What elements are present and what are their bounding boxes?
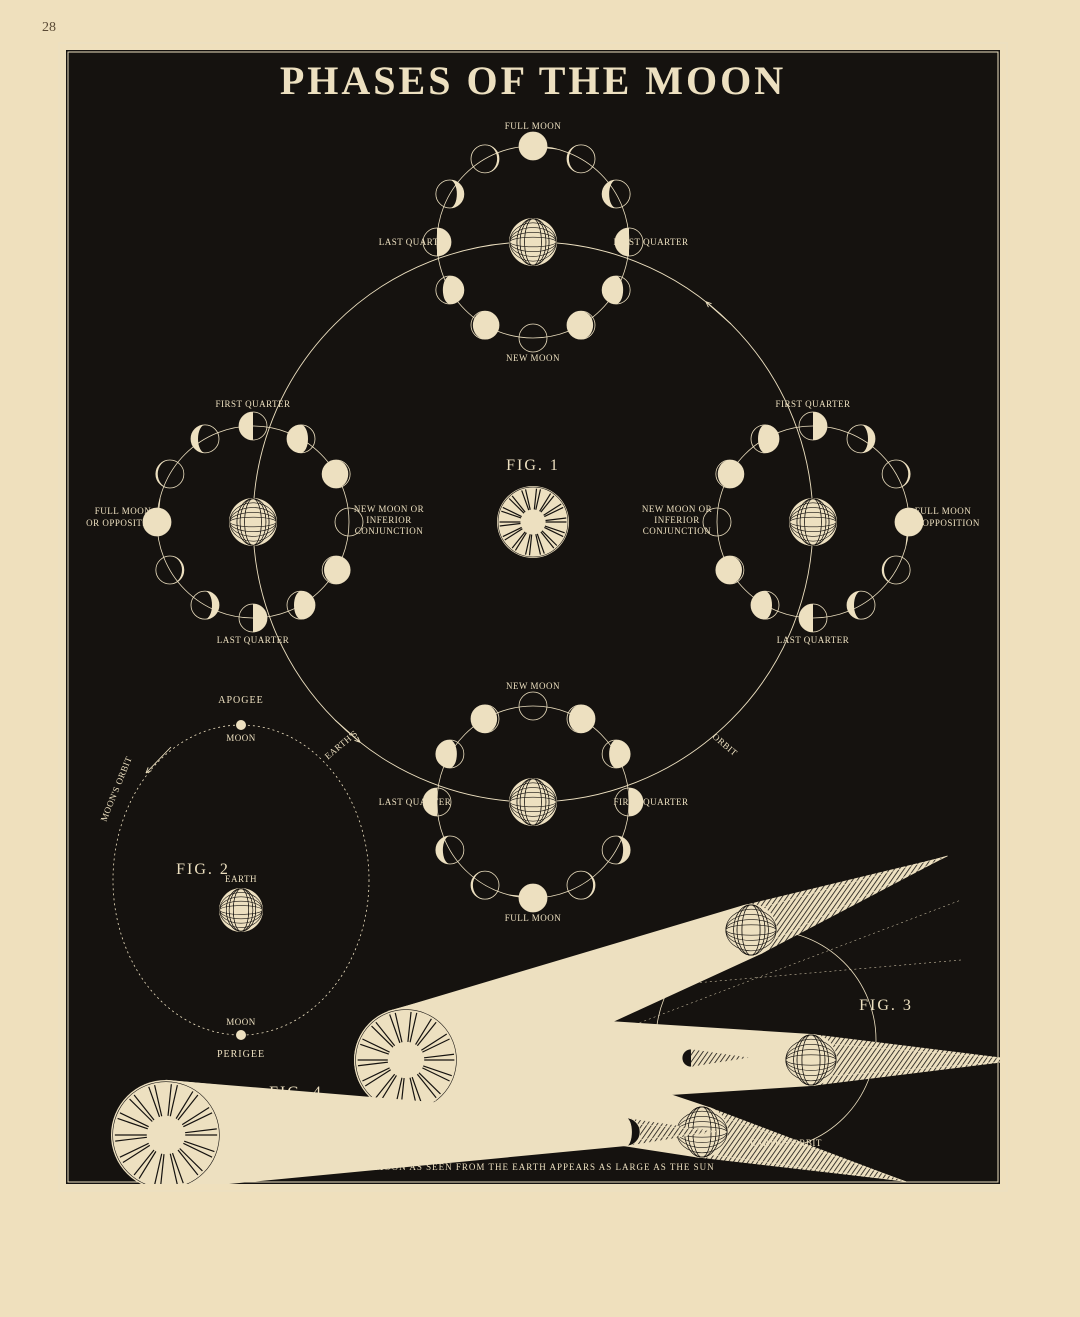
svg-text:FULL MOON: FULL MOON <box>95 506 151 516</box>
svg-text:FIG. 3: FIG. 3 <box>859 997 913 1014</box>
earth-system <box>143 412 363 632</box>
plate: PHASES OF THE MOON FIG. 1 EARTH'S ORBIT FULL… <box>66 50 1000 1184</box>
svg-text:NEW MOON OR: NEW MOON OR <box>354 504 424 514</box>
svg-text:CONJUNCTION: CONJUNCTION <box>355 526 424 536</box>
svg-text:FULL MOON: FULL MOON <box>505 121 561 131</box>
earth-system <box>423 692 643 912</box>
svg-text:APOGEE: APOGEE <box>218 695 263 706</box>
caption: THE MOON AS SEEN FROM THE EARTH APPEARS … <box>351 1162 714 1172</box>
svg-text:FULL MOON: FULL MOON <box>915 506 971 516</box>
svg-text:FIRST QUARTER: FIRST QUARTER <box>613 797 688 807</box>
svg-text:A: A <box>678 926 685 936</box>
svg-text:PERIGEE: PERIGEE <box>217 1049 265 1060</box>
svg-text:LAST QUARTER: LAST QUARTER <box>379 797 452 807</box>
svg-text:MOON: MOON <box>226 1017 256 1027</box>
svg-text:FIG. 1: FIG. 1 <box>506 457 560 474</box>
earth-system <box>703 412 923 632</box>
plate-frame: PHASES OF THE MOON FIG. 1 EARTH'S ORBIT FULL… <box>58 42 1008 1192</box>
earth-system <box>423 132 643 352</box>
svg-text:CONJUNCTION: CONJUNCTION <box>643 526 712 536</box>
svg-text:LAST QUARTER: LAST QUARTER <box>217 635 290 645</box>
fig-1 <box>143 132 923 912</box>
svg-text:FIRST QUARTER: FIRST QUARTER <box>613 237 688 247</box>
svg-text:NEW MOON OR: NEW MOON OR <box>642 504 712 514</box>
svg-text:OR OPPOSITION: OR OPPOSITION <box>86 518 160 528</box>
svg-text:FIG. 4: FIG. 4 <box>269 1084 323 1101</box>
svg-text:LAST QUARTER: LAST QUARTER <box>777 635 850 645</box>
svg-text:NEW MOON: NEW MOON <box>656 1034 710 1044</box>
svg-text:MOON: MOON <box>226 733 256 743</box>
svg-text:FIRST QUARTER: FIRST QUARTER <box>775 399 850 409</box>
svg-text:INFERIOR: INFERIOR <box>366 515 412 525</box>
diagram-svg: PHASES OF THE MOON FIG. 1 EARTH'S ORBIT FULL… <box>66 50 1000 1184</box>
svg-text:LAST QUARTER: LAST QUARTER <box>379 237 452 247</box>
svg-text:FULL MOON: FULL MOON <box>505 913 561 923</box>
svg-text:ORBIT: ORBIT <box>710 731 739 758</box>
page-number: 28 <box>42 20 56 36</box>
svg-text:INFERIOR: INFERIOR <box>654 515 700 525</box>
svg-text:EARTH'S ORBIT: EARTH'S ORBIT <box>750 1138 822 1148</box>
svg-text:FIRST QUARTER: FIRST QUARTER <box>215 399 290 409</box>
svg-text:NEW MOON: NEW MOON <box>506 681 560 691</box>
svg-text:OR OPPOSITION: OR OPPOSITION <box>906 518 980 528</box>
svg-text:B: B <box>638 980 645 990</box>
svg-text:FIG. 2: FIG. 2 <box>176 861 230 878</box>
svg-text:NEW MOON: NEW MOON <box>506 353 560 363</box>
svg-text:EARTH'S: EARTH'S <box>323 728 360 761</box>
svg-text:MOON'S ORBIT: MOON'S ORBIT <box>99 755 134 823</box>
page: 28 PHASES OF THE MOON FIG. 1 EARTH'S ORBIT F… <box>0 0 1080 1317</box>
plate-title: PHASES OF THE MOON <box>280 58 786 103</box>
